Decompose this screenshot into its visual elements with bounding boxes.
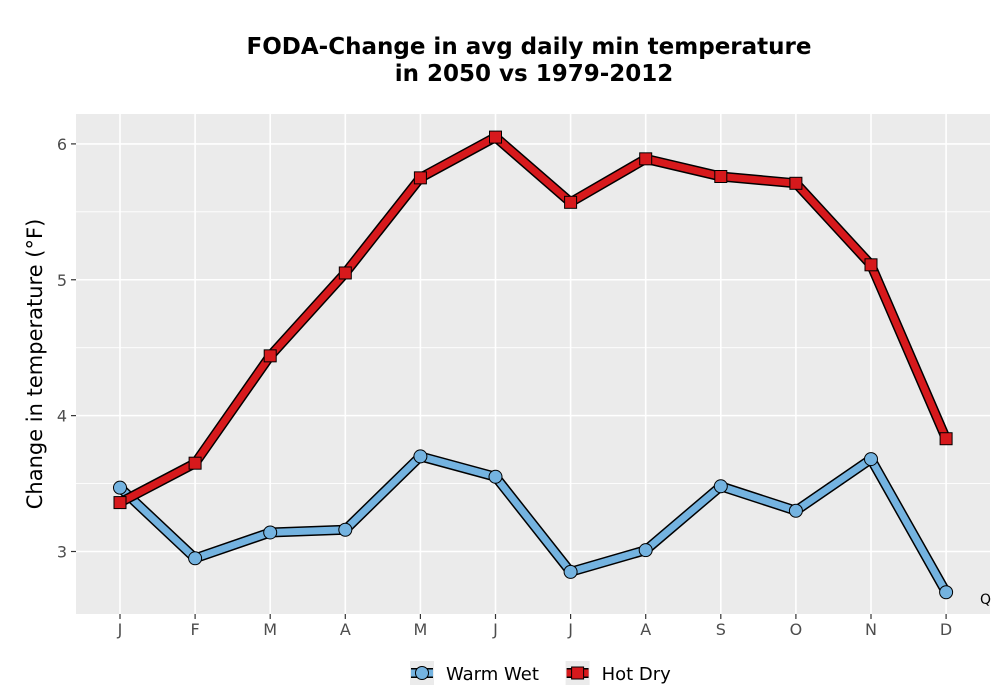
corner-note: Q: [980, 592, 991, 608]
data-point-hot-dry: [714, 170, 728, 183]
data-point-warm-wet: [113, 480, 127, 495]
data-point-hot-dry: [113, 496, 127, 510]
legend-key-hot-dry: [565, 661, 590, 685]
data-point-hot-dry: [939, 432, 953, 446]
legend-label-warm-wet: Warm Wet: [446, 664, 539, 685]
x-tick-label: F: [190, 620, 199, 639]
x-tick-label: J: [117, 620, 123, 639]
data-point-hot-dry: [864, 258, 878, 272]
data-point-hot-dry: [338, 266, 352, 280]
y-axis: 3 4 5 6: [57, 135, 76, 562]
y-tick-label: 6: [57, 135, 67, 154]
series-line-hot-dry: [116, 133, 950, 507]
data-point-hot-dry: [188, 456, 202, 470]
legend: Warm Wet Hot Dry: [410, 661, 671, 685]
data-point-warm-wet: [638, 543, 653, 558]
data-point-hot-dry: [639, 152, 653, 166]
data-point-hot-dry: [489, 130, 502, 144]
x-tick-label: J: [567, 620, 573, 639]
data-point-warm-wet: [488, 469, 503, 484]
chart-title-line1: FODA-Change in avg daily min temperature: [247, 34, 812, 60]
data-point-warm-wet: [713, 479, 728, 494]
y-tick-label: 4: [57, 407, 67, 426]
chart-title-line2: in 2050 vs 1979-2012: [395, 61, 674, 87]
y-tick-label: 5: [57, 271, 67, 290]
legend-key-marker: [415, 666, 429, 680]
y-tick-label: 3: [57, 543, 67, 562]
grid-major: [76, 114, 990, 614]
x-tick-label: A: [640, 620, 651, 639]
data-point-warm-wet: [563, 564, 578, 579]
legend-key-warm-wet: [410, 661, 434, 685]
data-point-warm-wet: [188, 551, 203, 566]
plot-panel: [76, 114, 990, 614]
legend-key-marker: [571, 666, 585, 680]
x-tick-label: M: [413, 620, 427, 639]
x-tick-label: A: [340, 620, 351, 639]
y-axis-label: Change in temperature (°F): [23, 219, 47, 510]
x-tick-label: N: [865, 620, 877, 639]
x-tick-label: M: [263, 620, 277, 639]
series-line-warm-wet: [116, 452, 950, 596]
series-points: [113, 130, 954, 600]
data-point-hot-dry: [789, 176, 803, 190]
legend-label-hot-dry: Hot Dry: [602, 664, 672, 685]
data-point-hot-dry: [413, 171, 427, 185]
data-point-warm-wet: [413, 449, 428, 464]
data-point-hot-dry: [263, 349, 277, 363]
x-tick-label: S: [716, 620, 726, 639]
data-point-warm-wet: [338, 522, 353, 537]
x-tick-label: J: [492, 620, 498, 639]
data-point-warm-wet: [788, 503, 803, 518]
data-point-warm-wet: [263, 525, 278, 540]
data-point-warm-wet: [864, 452, 878, 467]
data-point-hot-dry: [564, 195, 578, 209]
data-point-warm-wet: [939, 585, 954, 600]
series-lines: [115, 132, 952, 598]
x-tick-label: D: [940, 620, 952, 639]
x-tick-label: O: [790, 620, 803, 639]
